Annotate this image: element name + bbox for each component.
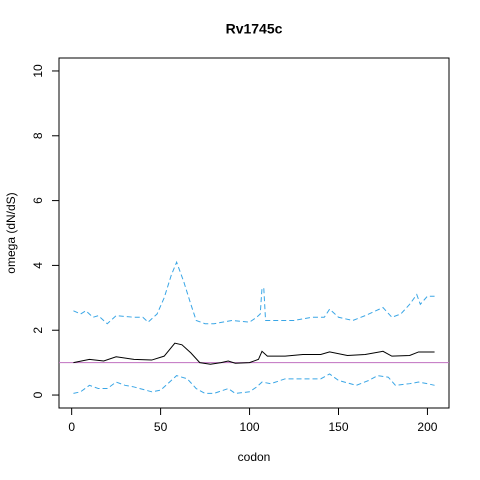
x-tick-label: 200 bbox=[417, 420, 437, 434]
series-line bbox=[73, 342, 435, 365]
y-tick-label: 4 bbox=[31, 262, 45, 269]
x-axis-label: codon bbox=[238, 450, 271, 464]
x-tick-label: 50 bbox=[154, 420, 168, 434]
y-axis-label: omega (dN/dS) bbox=[4, 192, 18, 273]
series-line bbox=[73, 260, 435, 325]
y-tick-label: 2 bbox=[31, 327, 45, 334]
y-tick-label: 8 bbox=[31, 132, 45, 139]
x-tick-label: 0 bbox=[68, 420, 75, 434]
x-tick-label: 100 bbox=[240, 420, 260, 434]
series-line bbox=[73, 373, 435, 394]
y-tick-label: 10 bbox=[31, 64, 45, 78]
x-tick-label: 150 bbox=[328, 420, 348, 434]
y-tick-label: 6 bbox=[31, 197, 45, 204]
chart-title: Rv1745c bbox=[226, 21, 283, 37]
y-tick-label: 0 bbox=[31, 391, 45, 398]
